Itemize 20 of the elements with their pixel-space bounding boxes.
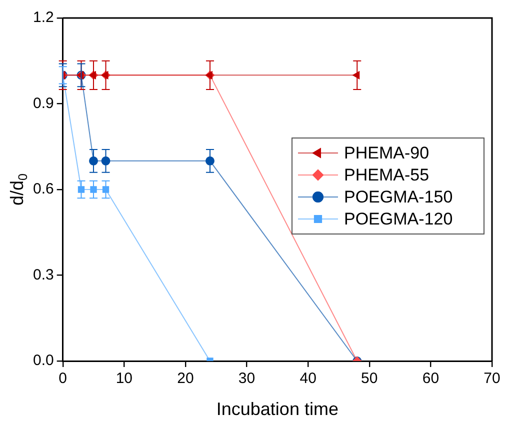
point (90, 186, 97, 193)
x-axis-title: Incubation time (216, 398, 338, 419)
y-tick-label: 0.3 (32, 266, 54, 284)
x-tick-label: 10 (116, 370, 133, 388)
legend-label: PHEMA-55 (344, 166, 430, 185)
x-tick-label: 20 (177, 370, 194, 388)
y-tick-label: 0.0 (32, 352, 54, 370)
legend-label: PHEMA-90 (344, 144, 430, 163)
y-tick-label: 0.9 (32, 94, 54, 112)
x-tick-label: 30 (238, 370, 256, 388)
x-tick-label: 70 (484, 370, 500, 388)
y-axis-title: d/d0 (6, 173, 30, 206)
legend-label: POEGMA-150 (344, 188, 453, 207)
x-tick-label: 40 (300, 370, 316, 388)
x-tick-label: 50 (361, 370, 378, 388)
x-tick-label: 0 (58, 370, 68, 388)
x-tick-label: 60 (422, 370, 440, 388)
y-tick-label: 0.6 (32, 180, 54, 198)
legend-label: POEGMA-120 (344, 210, 453, 229)
y-tick-label: 1.2 (32, 9, 54, 26)
